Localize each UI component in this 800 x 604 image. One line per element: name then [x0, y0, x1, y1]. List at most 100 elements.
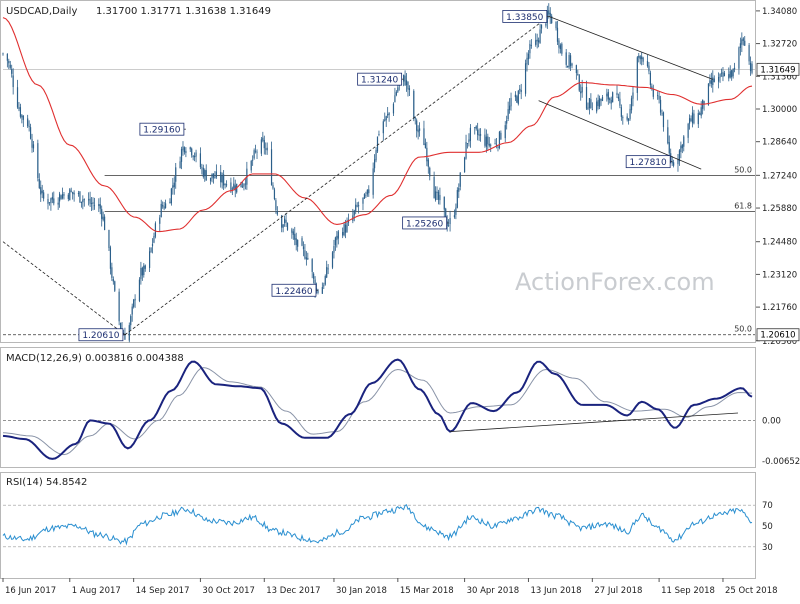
candle-body [9, 64, 11, 68]
candle-body [138, 279, 141, 301]
candle-body [295, 238, 297, 245]
candle-body [651, 86, 653, 89]
candle-body [732, 68, 734, 77]
candle-body [173, 182, 175, 188]
candle-body [494, 143, 496, 145]
candle-body [459, 172, 461, 187]
candle-body [163, 206, 165, 209]
candle-body [577, 74, 579, 75]
level-badge [756, 328, 800, 342]
trendline [124, 16, 550, 336]
candle-body [323, 285, 325, 287]
candle-body [355, 204, 357, 211]
candle-body [680, 145, 682, 152]
candle-body [429, 167, 431, 177]
ohlc-readout: 1.31700 1.31771 1.31638 1.31649 [96, 6, 271, 17]
candle-body [648, 65, 650, 72]
candle-body [668, 142, 670, 154]
candle-body [202, 167, 204, 177]
candle-body [407, 81, 409, 90]
candle-body [241, 186, 244, 188]
candle-body [194, 155, 196, 158]
candle-body [688, 118, 691, 124]
candle-body [285, 219, 287, 223]
candle-body [93, 205, 96, 207]
candle-body [375, 150, 377, 161]
candle-body [548, 10, 550, 15]
candle-body [270, 149, 273, 185]
candle-body [131, 306, 133, 315]
candle-body [199, 153, 202, 168]
candle-body [302, 246, 305, 250]
candle-body [28, 126, 30, 127]
candle-body [276, 211, 278, 215]
annotation-box [502, 10, 548, 23]
candle-body [751, 63, 753, 73]
candle-body [405, 80, 408, 86]
candle-body [485, 136, 487, 147]
candle-body [89, 198, 91, 204]
candle-body [612, 92, 614, 103]
candle-body [57, 202, 59, 205]
candle-body [681, 144, 683, 149]
candles [2, 3, 753, 343]
candle-body [69, 189, 71, 201]
candle-body [385, 116, 387, 121]
trendline [538, 100, 702, 170]
candle-body [551, 15, 553, 24]
rsi-tick-label: 30 [762, 543, 773, 553]
candle-body [628, 118, 630, 121]
candle-body [524, 63, 527, 94]
candle-body [742, 38, 744, 41]
candle-body [693, 113, 695, 124]
candle-body [700, 107, 702, 116]
candle-body [497, 146, 499, 148]
candle-body [535, 40, 537, 45]
candle-body [378, 134, 380, 135]
candle-body [80, 201, 82, 204]
candle-body [646, 60, 649, 67]
candle-body [225, 184, 228, 186]
candle-body [162, 205, 164, 207]
candle-body [539, 29, 541, 44]
candle-body [729, 71, 731, 78]
candle-body [284, 218, 286, 223]
candle-body [164, 203, 167, 208]
candle-body [60, 195, 62, 200]
macd-line [2, 358, 753, 460]
candle-body [98, 204, 100, 207]
candle-body [83, 199, 85, 201]
candle-body [29, 127, 32, 139]
candle-body [691, 112, 694, 124]
candle-body [417, 129, 419, 133]
candle-body [673, 162, 675, 166]
candle-body [636, 57, 638, 93]
candle-body [474, 127, 476, 128]
candle-body [659, 99, 662, 113]
candle-body [652, 89, 654, 97]
x-tick-label: 14 Sep 2017 [136, 586, 190, 596]
annotation-label: 1.31240 [361, 76, 398, 86]
rsi-tick-label: 70 [762, 501, 773, 511]
candle-body [192, 155, 194, 158]
x-axis: 16 Jun 2017 1 Aug 2017 14 Sep 2017 30 Oct 2… [2, 578, 778, 596]
candle-body [498, 131, 501, 149]
candle-body [2, 53, 4, 55]
candle-body [205, 170, 207, 181]
candle-body [37, 143, 39, 179]
candle-body [111, 267, 113, 278]
rsi-title: RSI(14) 54.8542 [6, 477, 87, 488]
candle-body [610, 99, 612, 104]
candle-body [118, 291, 120, 322]
candle-body [254, 150, 257, 152]
candle-body [667, 127, 669, 144]
candle-body [154, 223, 157, 237]
candle-body [144, 265, 146, 269]
candle-body [555, 21, 557, 29]
candle-body [153, 235, 155, 243]
candle-body [265, 148, 267, 150]
candle-body [79, 191, 81, 203]
price-tick-label: 1.31360 [762, 72, 797, 82]
candle-body [403, 74, 405, 82]
candle-body [484, 134, 486, 146]
